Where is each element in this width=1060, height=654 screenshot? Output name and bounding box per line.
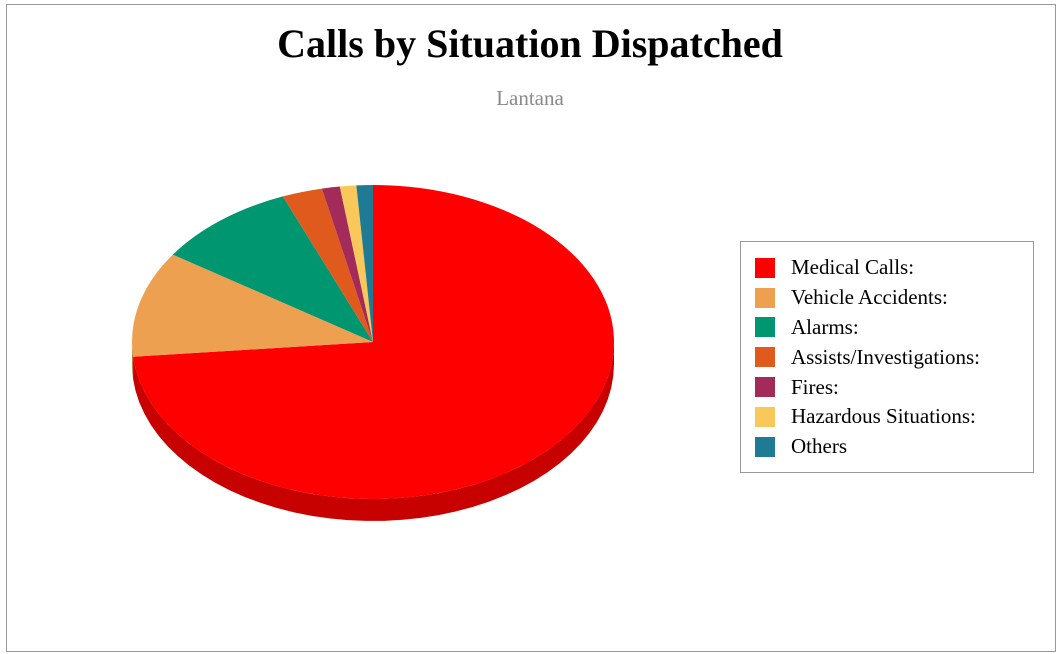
legend-label: Alarms: [791,314,859,339]
legend-swatch [755,406,775,427]
legend-label: Vehicle Accidents: [791,285,948,310]
legend-label: Hazardous Situations: [791,404,976,429]
legend-item: Alarms: [755,313,1033,343]
pie-slice-fires [321,186,373,342]
chart-subtitle: Lantana [496,86,564,110]
pie-slice-others [356,184,373,342]
pie-side-vehicle-accidents [132,342,134,379]
legend-item: Others [755,432,1033,462]
legend-swatch [755,257,775,278]
legend-label: Fires: [791,374,839,399]
legend-item: Fires: [755,372,1033,402]
pie-slice-vehicle-accidents [132,254,373,357]
legend-item: Vehicle Accidents: [755,283,1033,313]
legend-item: Assists/Investigations: [755,342,1033,372]
legend-swatch [755,347,775,368]
pie-slice-medical-calls [133,185,614,499]
legend-label: Others [791,434,847,459]
legend-swatch [755,436,775,457]
pie-slice-alarms [172,196,373,342]
legend-item: Hazardous Situations: [755,402,1033,432]
chart-legend: Medical Calls: Vehicle Accidents: Alarms: A… [740,241,1034,473]
legend-label: Medical Calls: [791,255,915,280]
legend-label: Assists/Investigations: [791,344,981,369]
legend-swatch [755,317,775,338]
legend-item: Medical Calls: [755,253,1033,283]
legend-swatch [755,287,775,308]
chart-title: Calls by Situation Dispatched [277,21,783,66]
pie-slice-hazardous-situations [339,185,373,342]
pie-slice-assists-investigations [282,188,373,342]
legend-swatch [755,377,775,398]
